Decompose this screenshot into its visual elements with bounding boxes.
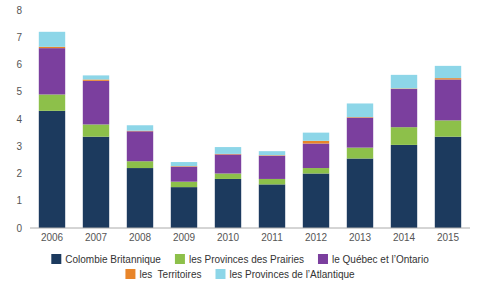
- x-tick-label: 2009: [173, 232, 196, 243]
- bar-segment: [39, 47, 65, 48]
- y-tick-label: 0: [16, 223, 22, 234]
- y-tick-label: 3: [16, 141, 22, 152]
- y-tick-label: 8: [16, 5, 22, 16]
- bar-segment: [127, 161, 153, 168]
- bars: [39, 32, 461, 228]
- legend-label: les Territoires: [139, 269, 201, 280]
- legend-label: le Québec et l’Ontario: [332, 254, 429, 265]
- bar-segment: [83, 79, 109, 80]
- x-tick-label: 2010: [217, 232, 240, 243]
- y-tick-label: 1: [16, 195, 22, 206]
- bar-segment: [435, 78, 461, 79]
- bar-segment: [391, 75, 417, 89]
- bar-segment: [259, 151, 285, 155]
- bar-segment: [39, 111, 65, 228]
- legend-item: les Provinces des Prairies: [175, 254, 304, 265]
- bar-segment: [391, 145, 417, 228]
- bar-segment: [127, 168, 153, 228]
- x-tick-label: 2015: [437, 232, 460, 243]
- bar-segment: [83, 137, 109, 228]
- bar-segment: [215, 179, 241, 228]
- bar-segment: [127, 131, 153, 161]
- legend-swatch: [215, 269, 225, 279]
- bar-segment: [303, 174, 329, 229]
- bar-segment: [347, 118, 373, 148]
- legend-item: le Québec et l’Ontario: [318, 254, 429, 265]
- legend: Colombie Britannique les Provinces des Pr…: [51, 254, 429, 280]
- bar-segment: [303, 141, 329, 144]
- bar-segment: [215, 174, 241, 179]
- bar-segment: [83, 124, 109, 136]
- bar-segment: [171, 182, 197, 187]
- x-axis-line: [30, 228, 470, 229]
- x-tick-label: 2011: [261, 232, 283, 243]
- bar-segment: [347, 148, 373, 159]
- bar-segment: [171, 167, 197, 182]
- bar-segment: [303, 133, 329, 141]
- bar-segment: [259, 156, 285, 179]
- bar-segment: [215, 147, 241, 154]
- bar-segment: [303, 144, 329, 169]
- bar-segment: [303, 168, 329, 173]
- legend-item: les Territoires: [125, 269, 201, 280]
- y-axis: 0 1 2 3 4 5 6 7 8: [16, 5, 22, 234]
- bar-segment: [39, 94, 65, 110]
- bar-segment: [83, 75, 109, 79]
- y-tick-label: 2: [16, 168, 22, 179]
- bar-segment: [259, 184, 285, 228]
- bar-segment: [347, 159, 373, 228]
- x-tick-label: 2007: [85, 232, 108, 243]
- y-tick-label: 7: [16, 32, 22, 43]
- bar-segment: [171, 187, 197, 228]
- bar-segment: [171, 162, 197, 166]
- x-tick-label: 2013: [349, 232, 372, 243]
- bar-segment: [39, 48, 65, 94]
- bar-segment: [435, 120, 461, 136]
- legend-label: les Provinces des Prairies: [189, 254, 304, 265]
- y-tick-label: 5: [16, 86, 22, 97]
- bar-segment: [435, 137, 461, 228]
- y-tick-label: 6: [16, 59, 22, 70]
- bar-segment: [347, 103, 373, 117]
- bar-segment: [391, 127, 417, 145]
- legend-swatch: [125, 269, 135, 279]
- legend-item: les Provinces de l’Atlantique: [215, 269, 355, 280]
- bar-segment: [435, 66, 461, 78]
- legend-swatch: [51, 254, 61, 264]
- bar-segment: [127, 125, 153, 130]
- x-tick-label: 2008: [129, 232, 152, 243]
- x-axis: 2006 2007 2008 2009 2010 2011 2012 2013 2014 2015: [30, 228, 470, 243]
- legend-swatch: [175, 254, 185, 264]
- legend-swatch: [318, 254, 328, 264]
- bar-segment: [215, 154, 241, 173]
- y-tick-label: 4: [16, 114, 22, 125]
- bar-segment: [391, 89, 417, 127]
- bar-segment: [435, 79, 461, 120]
- x-tick-label: 2012: [305, 232, 328, 243]
- legend-label: les Provinces de l’Atlantique: [229, 269, 355, 280]
- bar-segment: [259, 179, 285, 184]
- bar-segment: [39, 32, 65, 47]
- legend-label: Colombie Britannique: [65, 254, 161, 265]
- bar-segment: [83, 81, 109, 125]
- x-tick-label: 2014: [393, 232, 416, 243]
- x-tick-label: 2006: [41, 232, 64, 243]
- legend-item: Colombie Britannique: [51, 254, 161, 265]
